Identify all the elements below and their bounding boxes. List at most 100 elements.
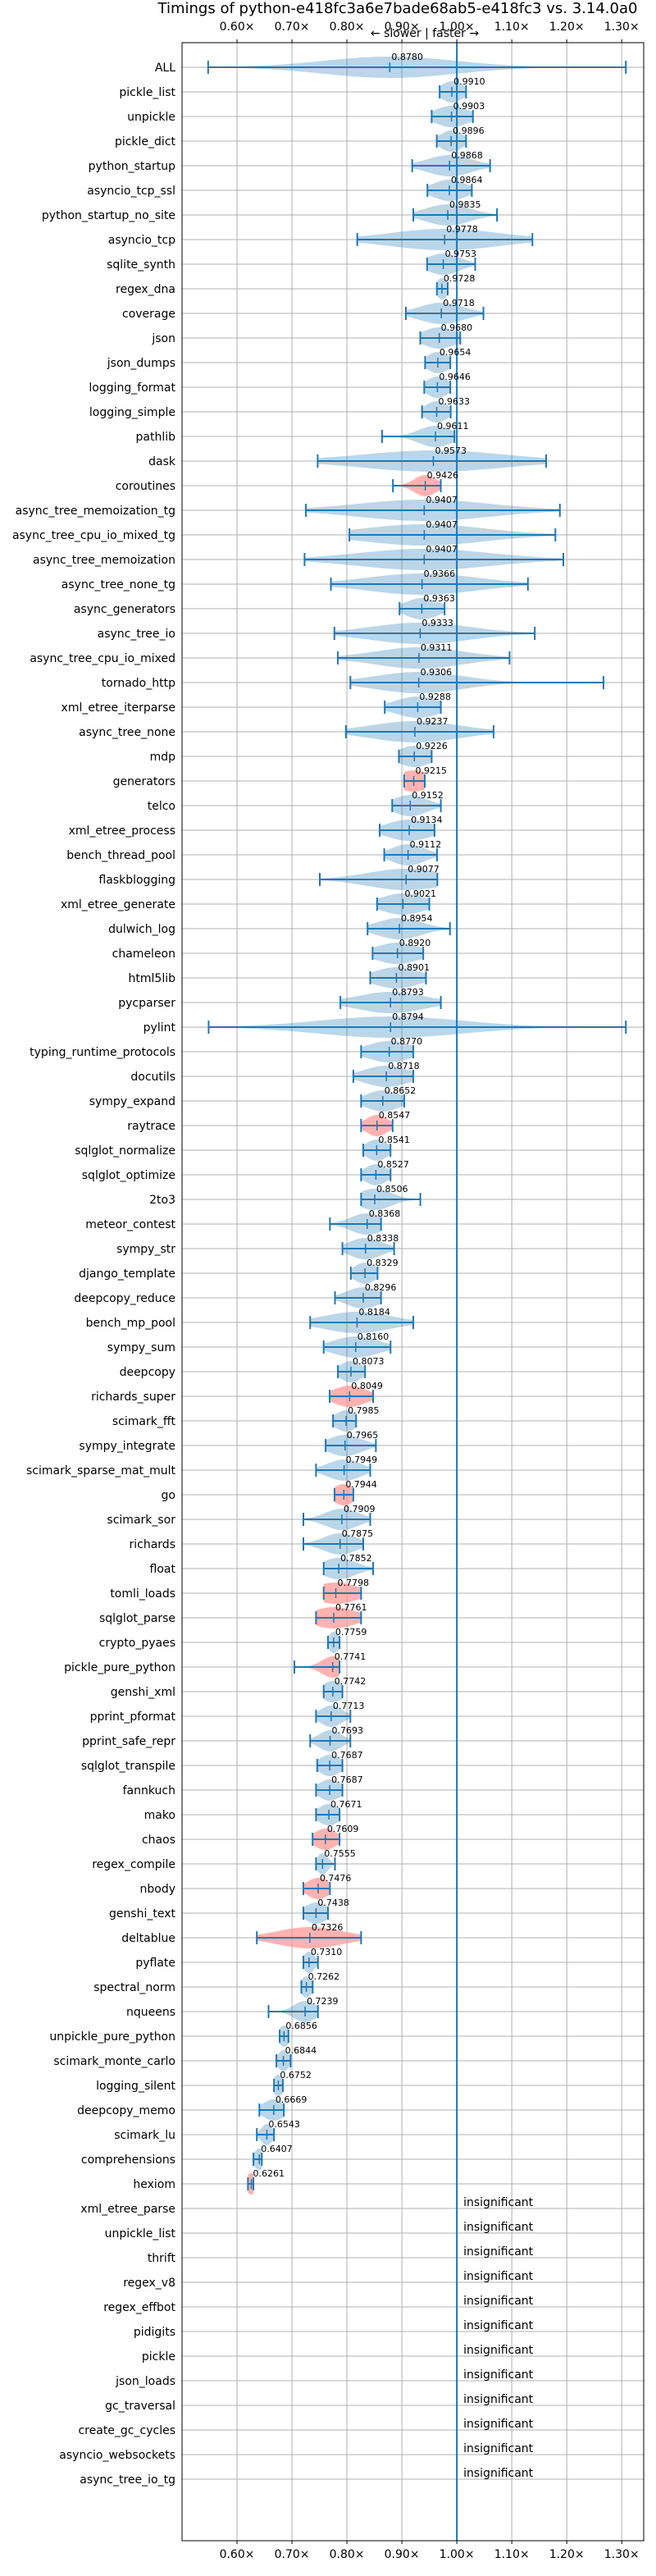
value-label-comprehensions: 0.6407 [261,2144,293,2154]
value-label-sqlglot-parse: 0.7761 [335,1602,367,1613]
category-label-chameleon: chameleon [112,948,175,961]
value-label-scimark-fft: 0.7985 [348,1405,380,1416]
value-label-unpickle-pure-python: 0.6856 [285,2021,317,2031]
insignificant-label-create-gc-cycles: insignificant [463,2418,534,2431]
category-label-async-tree-io: async_tree_io [98,628,175,641]
category-label-spectral-norm: spectral_norm [93,1981,175,1994]
value-label-async-tree-io: 0.9333 [421,618,453,628]
category-label-raytrace: raytrace [127,1120,175,1133]
category-label-logging-silent: logging_silent [96,2080,175,2093]
x-tick-bottom-3: 0.90× [385,2548,420,2561]
value-label-raytrace: 0.8547 [379,1110,411,1121]
value-label-mdp: 0.9226 [416,741,448,751]
value-label-float: 0.7852 [340,1553,372,1564]
category-label-scimark-sparse-mat-mult: scimark_sparse_mat_mult [26,1464,175,1478]
category-label-sqlite-synth: sqlite_synth [107,258,175,272]
category-label-fannkuch: fannkuch [123,1784,175,1797]
value-label-all: 0.8780 [391,52,422,62]
category-label-scimark-monte-carlo: scimark_monte_carlo [53,2055,175,2068]
x-tick-top-6: 1.20× [549,21,585,34]
value-label-sqlglot-optimize: 0.8527 [377,1159,409,1170]
value-label-nqueens: 0.7239 [307,1996,339,2007]
category-label-genshi-xml: genshi_xml [111,1686,175,1699]
value-label-logging-format: 0.9646 [439,372,471,382]
category-label-asyncio-tcp-ssl: asyncio_tcp_ssl [87,185,175,198]
value-label-pickle-dict: 0.9896 [453,126,485,136]
category-label-python-startup: python_startup [89,160,175,173]
value-label-logging-silent: 0.6752 [280,2070,312,2080]
value-label-sqlite-synth: 0.9753 [445,249,477,259]
value-label-regex-dna: 0.9728 [444,273,476,284]
value-label-2to3: 0.8506 [376,1184,408,1194]
insignificant-label-xml-etree-parse: insignificant [463,2196,534,2209]
x-tick-labels: 0.60× 0.60× 0.70× 0.70× 0.80× 0.80× 0.90× 0.90×… [220,21,640,2561]
category-label-all: ALL [155,62,175,75]
category-label-sqlglot-transpile: sqlglot_transpile [81,1760,175,1773]
insignificant-label-pickle: insignificant [463,2344,534,2357]
category-label-python-startup-no-site: python_startup_no_site [42,209,175,222]
value-label-fannkuch: 0.7687 [331,1774,363,1785]
x-tick-top-4: 1.00× [440,21,475,34]
value-label-django-template: 0.8329 [367,1258,399,1268]
category-label-tornado-http: tornado_http [102,677,175,690]
insignificant-label-gc-traversal: insignificant [463,2393,534,2406]
value-label-deepcopy: 0.8073 [353,1356,385,1367]
value-label-dulwich-log: 0.8954 [401,913,433,924]
plot-frame [181,42,645,2542]
category-label-tomli-loads: tomli_loads [110,1587,175,1601]
value-label-scimark-lu: 0.6543 [268,2119,300,2130]
value-label-pylint: 0.8794 [392,1012,424,1022]
category-label-pathlib: pathlib [136,431,176,444]
value-label-deepcopy-reduce: 0.8296 [365,1282,397,1293]
category-label-bench-mp-pool: bench_mp_pool [86,1317,175,1330]
category-label-deepcopy-memo: deepcopy_memo [77,2104,175,2117]
value-label-dask: 0.9573 [435,445,467,456]
insignificant-label-async-tree-io-tg: insignificant [463,2467,534,2480]
value-label-unpickle: 0.9903 [453,101,485,112]
x-tick-top-3: 0.90× [385,21,420,34]
error-bars [207,61,627,2190]
value-label-logging-simple: 0.9633 [439,396,471,407]
category-label-scimark-lu: scimark_lu [114,2129,175,2142]
category-label-xml-etree-parse: xml_etree_parse [80,2203,175,2216]
value-label-chameleon: 0.8920 [399,938,431,948]
insignificant-label-regex-v8: insignificant [463,2270,534,2283]
value-label-xml-etree-iterparse: 0.9288 [419,692,450,702]
insignificant-label-regex-effbot: insignificant [463,2295,534,2308]
value-label-go: 0.7944 [345,1479,377,1490]
category-label-json-dumps: json_dumps [107,357,175,370]
direction-label: ← slower | faster → [371,27,479,40]
category-label-async-tree-io-tg: async_tree_io_tg [80,2473,175,2487]
category-label-async-generators: async_generators [74,603,175,616]
category-label-sqlglot-parse: sqlglot_parse [99,1612,175,1625]
category-label-coroutines: coroutines [116,480,175,493]
x-tick-bottom-0: 0.60× [220,2548,255,2561]
value-label-tomli-loads: 0.7798 [338,1578,370,1588]
chart-title: Timings of python-e418fc3a6e7bade68ab5-e… [157,0,638,17]
value-label-pyflate: 0.7310 [311,1947,343,1957]
value-label-regex-compile: 0.7555 [324,1848,356,1859]
value-label-sympy-expand: 0.8652 [385,1085,417,1096]
value-label-bench-thread-pool: 0.9112 [410,839,442,850]
value-label-genshi-xml: 0.7742 [335,1676,367,1687]
value-label-scimark-sparse-mat-mult: 0.7949 [346,1455,378,1465]
value-label-scimark-monte-carlo: 0.6844 [285,2045,317,2056]
value-label-sqlglot-normalize: 0.8541 [378,1135,410,1145]
category-label-asyncio-websockets: asyncio_websockets [59,2449,175,2462]
category-label-sympy-str: sympy_str [116,1243,175,1256]
value-labels: 0.8780 0.9910 0.9903 0.9896 0.9868 0.9864 0.98… [253,52,534,2480]
value-label-sympy-sum: 0.8160 [358,1331,390,1342]
value-label-pprint-pformat: 0.7713 [333,1701,365,1711]
category-label-scimark-fft: scimark_fft [112,1415,176,1428]
value-label-tornado-http: 0.9306 [421,667,453,678]
value-label-scimark-sor: 0.7909 [344,1504,376,1514]
x-tick-top-0: 0.60× [220,21,255,34]
category-label-sqlglot-optimize: sqlglot_optimize [82,1169,175,1182]
category-label-dask: dask [148,455,176,468]
category-label-nbody: nbody [140,1883,176,1896]
category-label-hexiom: hexiom [133,2178,175,2191]
insignificant-label-pidigits: insignificant [463,2319,534,2332]
category-label-json: json [151,332,175,345]
category-label-sympy-expand: sympy_expand [89,1095,175,1108]
